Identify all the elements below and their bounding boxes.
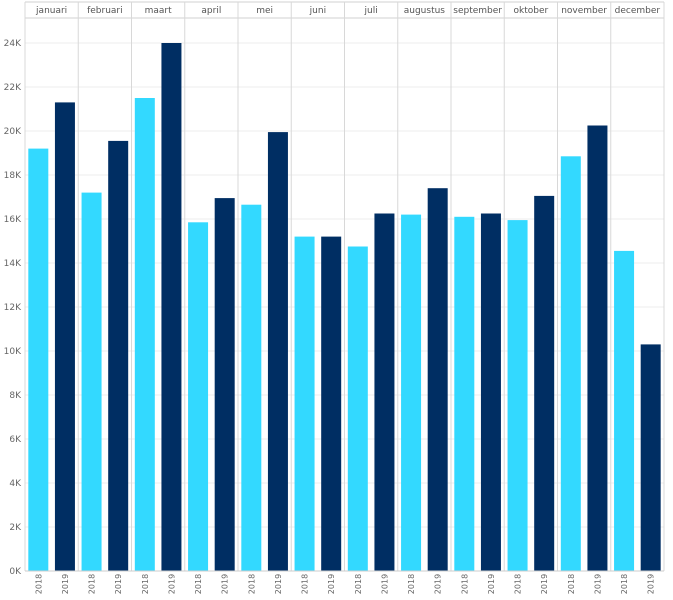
bar-2019[interactable] <box>214 198 235 571</box>
x-tick-label: 2019 <box>647 574 656 594</box>
bar-2018[interactable] <box>507 220 528 571</box>
bar-2018[interactable] <box>28 148 49 571</box>
bar-2018[interactable] <box>614 250 635 571</box>
x-axis-years: 2018 2018 2018 2018 2018 2018 2018 2018 2018 2018… <box>25 570 664 594</box>
bar-2019[interactable] <box>427 188 448 571</box>
bar-2019[interactable] <box>640 344 661 571</box>
bar-2018[interactable] <box>294 236 315 571</box>
month-label: maart <box>145 6 172 16</box>
bar-2018[interactable] <box>454 216 475 572</box>
month-label: oktober <box>514 6 549 16</box>
y-tick-label: 4K <box>9 479 22 489</box>
y-tick-label: 18K <box>4 171 22 181</box>
month-label: april <box>201 6 221 16</box>
x-tick-label: 2019 <box>327 574 336 594</box>
y-tick-label: 10K <box>4 347 22 357</box>
bar-2018[interactable] <box>347 246 368 572</box>
x-tick-label: 2019 <box>487 574 496 594</box>
y-tick-label: 12K <box>4 303 22 313</box>
bar-2019[interactable] <box>321 236 342 571</box>
bar-2018[interactable] <box>81 192 102 571</box>
month-separators <box>24 2 665 571</box>
y-axis: 0K 2K 4K 6K 8K 10K 12K 14K 16K 18K 20K 22K 24K <box>4 39 22 577</box>
bar-2019[interactable] <box>161 43 182 571</box>
y-tick-label: 22K <box>4 83 22 93</box>
x-tick-label: 2018 <box>620 574 629 594</box>
x-tick-label: 2019 <box>434 574 443 594</box>
month-label: mei <box>256 6 273 16</box>
bar-2019[interactable] <box>374 213 395 572</box>
x-tick-label: 2019 <box>593 574 602 594</box>
x-tick-label: 2018 <box>301 574 310 594</box>
y-tick-label: 16K <box>4 215 22 225</box>
month-label: februari <box>87 6 123 16</box>
bar-2019[interactable] <box>54 102 75 572</box>
month-label: juli <box>364 6 378 16</box>
y-tick-label: 8K <box>9 391 22 401</box>
x-tick-label: 2018 <box>514 574 523 594</box>
month-label: januari <box>35 6 67 16</box>
x-tick-label: 2019 <box>540 574 549 594</box>
y-tick-label: 20K <box>4 127 22 137</box>
month-label: november <box>561 6 607 16</box>
bars <box>28 43 661 572</box>
x-tick-label: 2018 <box>34 574 43 594</box>
bar-2019[interactable] <box>108 140 129 571</box>
y-tick-label: 2K <box>9 523 22 533</box>
bar-2018[interactable] <box>188 222 209 572</box>
bar-2019[interactable] <box>587 125 608 572</box>
x-tick-label: 2019 <box>274 574 283 594</box>
month-label: augustus <box>404 6 446 16</box>
x-tick-label: 2019 <box>167 574 176 594</box>
bar-2018[interactable] <box>401 214 422 571</box>
bar-2018[interactable] <box>560 156 581 572</box>
month-label: september <box>453 6 502 16</box>
x-tick-label: 2018 <box>194 574 203 594</box>
y-tick-label: 0K <box>9 567 22 577</box>
bar-2018[interactable] <box>134 98 155 571</box>
x-tick-label: 2019 <box>61 574 70 594</box>
month-label: december <box>615 6 661 16</box>
y-tick-label: 6K <box>9 435 22 445</box>
month-label: juni <box>309 6 326 16</box>
x-tick-label: 2018 <box>460 574 469 594</box>
x-tick-label: 2019 <box>114 574 123 594</box>
x-tick-label: 2019 <box>221 574 230 594</box>
y-tick-label: 24K <box>4 39 22 49</box>
bar-2019[interactable] <box>480 213 501 572</box>
bar-2019[interactable] <box>534 195 555 571</box>
x-tick-label: 2018 <box>567 574 576 594</box>
x-tick-label: 2018 <box>407 574 416 594</box>
x-tick-label: 2018 <box>141 574 150 594</box>
x-tick-label: 2018 <box>354 574 363 594</box>
y-tick-label: 14K <box>4 259 22 269</box>
x-tick-label: 2019 <box>380 574 389 594</box>
x-tick-label: 2018 <box>88 574 97 594</box>
bar-2019[interactable] <box>267 132 288 571</box>
bar-2018[interactable] <box>241 204 262 571</box>
x-tick-label: 2018 <box>247 574 256 594</box>
